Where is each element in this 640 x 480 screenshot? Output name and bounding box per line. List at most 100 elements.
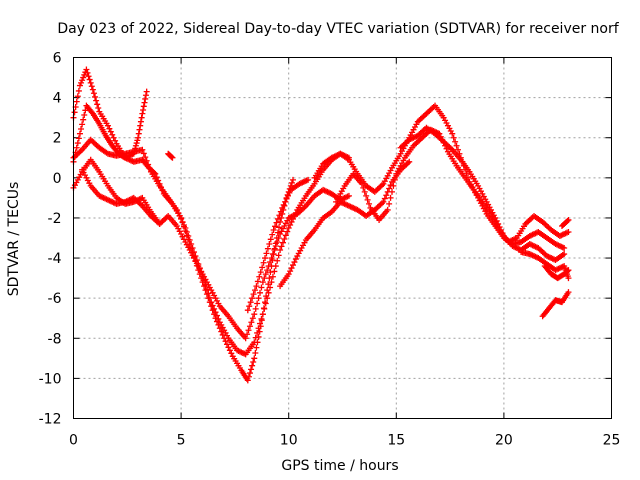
data-point — [82, 107, 89, 114]
data-point — [266, 275, 273, 282]
data-point — [182, 224, 189, 231]
data-point — [565, 228, 572, 235]
data-point — [186, 237, 193, 244]
data-point — [274, 215, 281, 222]
series-track-3 — [70, 156, 352, 342]
data-point — [275, 235, 282, 241]
data-point — [565, 275, 572, 282]
data-point — [564, 217, 571, 224]
data-point — [561, 245, 568, 252]
data-point — [133, 140, 140, 147]
data-point — [363, 192, 370, 199]
data-point — [381, 195, 388, 202]
data-point — [265, 281, 272, 288]
data-point — [92, 93, 99, 100]
data-point — [137, 122, 144, 129]
data-point — [281, 236, 288, 243]
data-point — [360, 184, 367, 191]
data-point — [136, 126, 143, 133]
data-point — [290, 176, 297, 183]
data-point — [278, 243, 285, 250]
data-point — [254, 329, 261, 336]
data-point — [255, 295, 262, 302]
y-tick-label: 4 — [53, 91, 62, 107]
series-track-13 — [541, 263, 572, 282]
data-point — [276, 224, 283, 231]
data-point — [258, 284, 265, 291]
data-point — [282, 232, 289, 239]
data-point — [266, 241, 273, 248]
data-point — [391, 176, 398, 183]
data-point — [256, 273, 263, 280]
data-point — [264, 295, 271, 302]
data-point — [251, 311, 258, 318]
data-point — [188, 241, 195, 248]
data-point — [71, 154, 78, 161]
data-point — [249, 362, 256, 369]
data-point — [268, 255, 275, 262]
data-point — [242, 335, 249, 342]
data-point — [246, 323, 253, 330]
data-point — [178, 215, 185, 222]
data-point — [76, 130, 83, 137]
data-point — [88, 109, 95, 116]
data-point — [260, 259, 267, 266]
data-point — [78, 79, 85, 86]
data-point — [142, 154, 149, 161]
data-point — [146, 165, 153, 172]
data-point — [250, 359, 257, 366]
series-track-6 — [244, 176, 312, 314]
data-point — [380, 198, 387, 205]
data-point — [81, 111, 88, 118]
data-point — [496, 223, 503, 230]
data-point — [383, 192, 390, 199]
data-point — [454, 146, 461, 153]
data-point — [206, 294, 213, 301]
data-points — [70, 66, 572, 384]
series-track-11 — [518, 249, 572, 282]
data-point — [211, 305, 218, 312]
data-point — [143, 157, 150, 164]
data-point — [495, 220, 502, 227]
data-point — [251, 287, 258, 294]
data-point — [244, 331, 251, 338]
data-point — [259, 311, 266, 318]
data-point — [225, 344, 232, 351]
data-point — [226, 347, 233, 354]
data-point — [251, 355, 258, 362]
data-point — [255, 325, 262, 332]
data-point — [499, 229, 506, 236]
data-point — [257, 289, 264, 296]
data-point — [89, 86, 96, 93]
data-point — [88, 83, 95, 90]
data-point — [208, 299, 215, 306]
series-track-14 — [165, 150, 176, 161]
data-point — [291, 259, 298, 266]
data-point — [110, 134, 117, 141]
data-point — [284, 192, 291, 199]
data-point — [185, 232, 192, 239]
data-point — [132, 145, 139, 152]
data-point — [287, 268, 294, 275]
data-point — [80, 116, 87, 123]
data-point — [248, 319, 255, 326]
data-point — [272, 243, 279, 250]
data-point — [93, 97, 100, 104]
data-point — [384, 206, 391, 213]
data-point — [75, 87, 82, 94]
data-point — [134, 137, 141, 144]
data-point — [286, 189, 293, 196]
data-point — [279, 239, 286, 246]
y-axis-label: SDTVAR / TECUs — [6, 182, 22, 297]
data-point — [280, 201, 287, 208]
data-point — [386, 200, 393, 207]
data-point — [255, 333, 262, 340]
data-point — [492, 214, 499, 221]
data-point — [283, 195, 290, 202]
data-point — [276, 212, 283, 219]
y-tick-label: -10 — [39, 371, 62, 387]
data-point — [80, 74, 87, 81]
data-point — [112, 137, 119, 144]
data-point — [252, 334, 259, 341]
x-axis-tick-labels: 0 5 10 15 20 25 — [69, 433, 620, 449]
